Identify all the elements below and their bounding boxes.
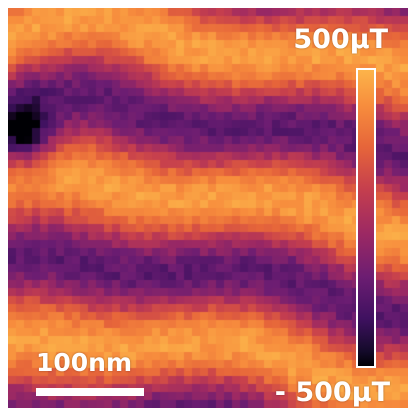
scale-bar-label: 100nm (36, 348, 133, 377)
magnetic-field-map: 500μT - 500μT 100nm (8, 8, 408, 408)
field-image (8, 8, 408, 408)
colorbar-min-label: - 500μT (274, 377, 390, 408)
scale-bar (36, 388, 144, 396)
colorbar-max-label: 500μT (293, 24, 388, 55)
colorbar (356, 68, 376, 368)
